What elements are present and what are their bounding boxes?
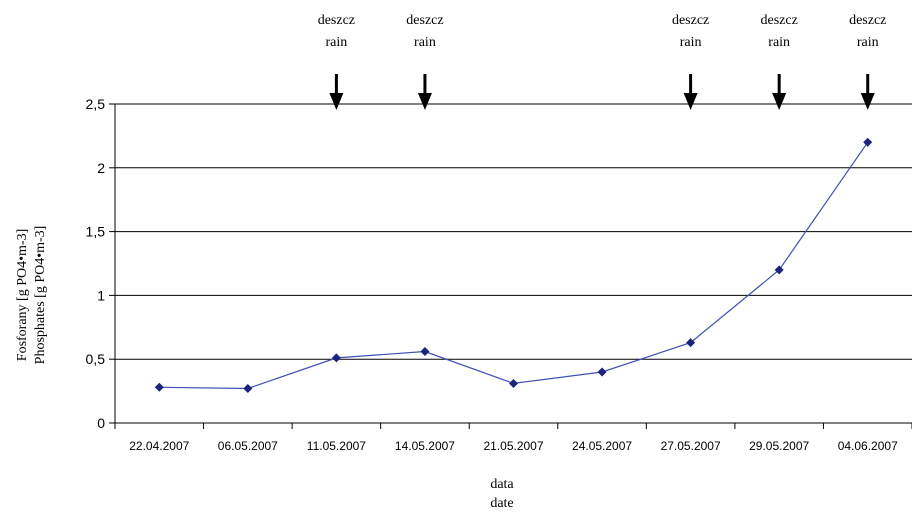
y-tick-label: 0,5 xyxy=(86,351,106,367)
down-arrow-icon xyxy=(417,93,432,110)
x-tick-label: 04.06.2007 xyxy=(838,439,898,453)
y-tick-label: 2 xyxy=(97,160,105,176)
rain-annotation: deszcz rain xyxy=(406,13,444,110)
down-arrow-icon xyxy=(772,93,787,110)
down-arrow-icon xyxy=(860,93,875,110)
x-tick-label: 06.05.2007 xyxy=(218,439,278,453)
rain-annotation: deszcz rain xyxy=(318,13,355,110)
annotation-label: rain xyxy=(680,35,702,50)
x-axis-label-english: date xyxy=(490,496,513,511)
y-tick-label: 2,5 xyxy=(86,96,106,112)
data-point xyxy=(420,347,430,357)
data-point xyxy=(154,382,164,392)
rain-annotation: deszcz rain xyxy=(849,13,886,110)
data-point xyxy=(243,384,253,394)
y-tick-label: 0 xyxy=(97,415,105,431)
annotation-label: deszcz xyxy=(761,13,798,28)
annotation-label: deszcz xyxy=(406,13,443,28)
x-tick-label: 24.05.2007 xyxy=(572,439,632,453)
rain-annotation: deszcz rain xyxy=(672,13,709,110)
axes: 0 0,5 1 1,5 2 2,5 22.04.2007 06.05.2007 11.05.20… xyxy=(86,96,912,453)
y-tick-label: 1 xyxy=(97,287,105,303)
data-point xyxy=(597,367,607,377)
annotation-label: deszcz xyxy=(672,13,709,28)
gridlines xyxy=(115,103,912,360)
y-axis-label-polish: Fosforany [g PO4•m-3] xyxy=(15,229,30,361)
series-layer xyxy=(154,137,873,394)
x-tick-label: 11.05.2007 xyxy=(307,439,366,453)
annotation-label: rain xyxy=(768,35,790,50)
y-axis-label-english: Phosphates [g PO4•m-3] xyxy=(33,226,48,365)
annotation-label: deszcz xyxy=(318,13,355,28)
y-tick-label: 1,5 xyxy=(86,224,106,240)
x-tick-label: 21.05.2007 xyxy=(483,439,543,453)
x-tick-label: 14.05.2007 xyxy=(395,439,455,453)
data-point xyxy=(863,137,873,147)
rain-annotation: deszcz rain xyxy=(761,13,798,110)
annotation-label: rain xyxy=(414,35,436,50)
data-point xyxy=(509,378,518,388)
down-arrow-icon xyxy=(683,93,698,110)
down-arrow-icon xyxy=(329,93,344,110)
series-line xyxy=(159,141,869,390)
rain-annotations: deszcz rain deszcz rain deszcz rain deszcz rain… xyxy=(318,13,886,110)
annotation-label: deszcz xyxy=(849,13,886,28)
annotation-label: rain xyxy=(326,35,348,50)
data-point xyxy=(331,353,341,363)
x-tick-label: 22.04.2007 xyxy=(129,439,189,453)
x-tick-label: 27.05.2007 xyxy=(661,439,721,453)
data-point xyxy=(774,265,784,275)
x-axis-label-polish: data xyxy=(490,477,514,492)
x-tick-label: 29.05.2007 xyxy=(749,439,809,453)
annotation-label: rain xyxy=(857,35,879,50)
data-point xyxy=(686,338,696,348)
